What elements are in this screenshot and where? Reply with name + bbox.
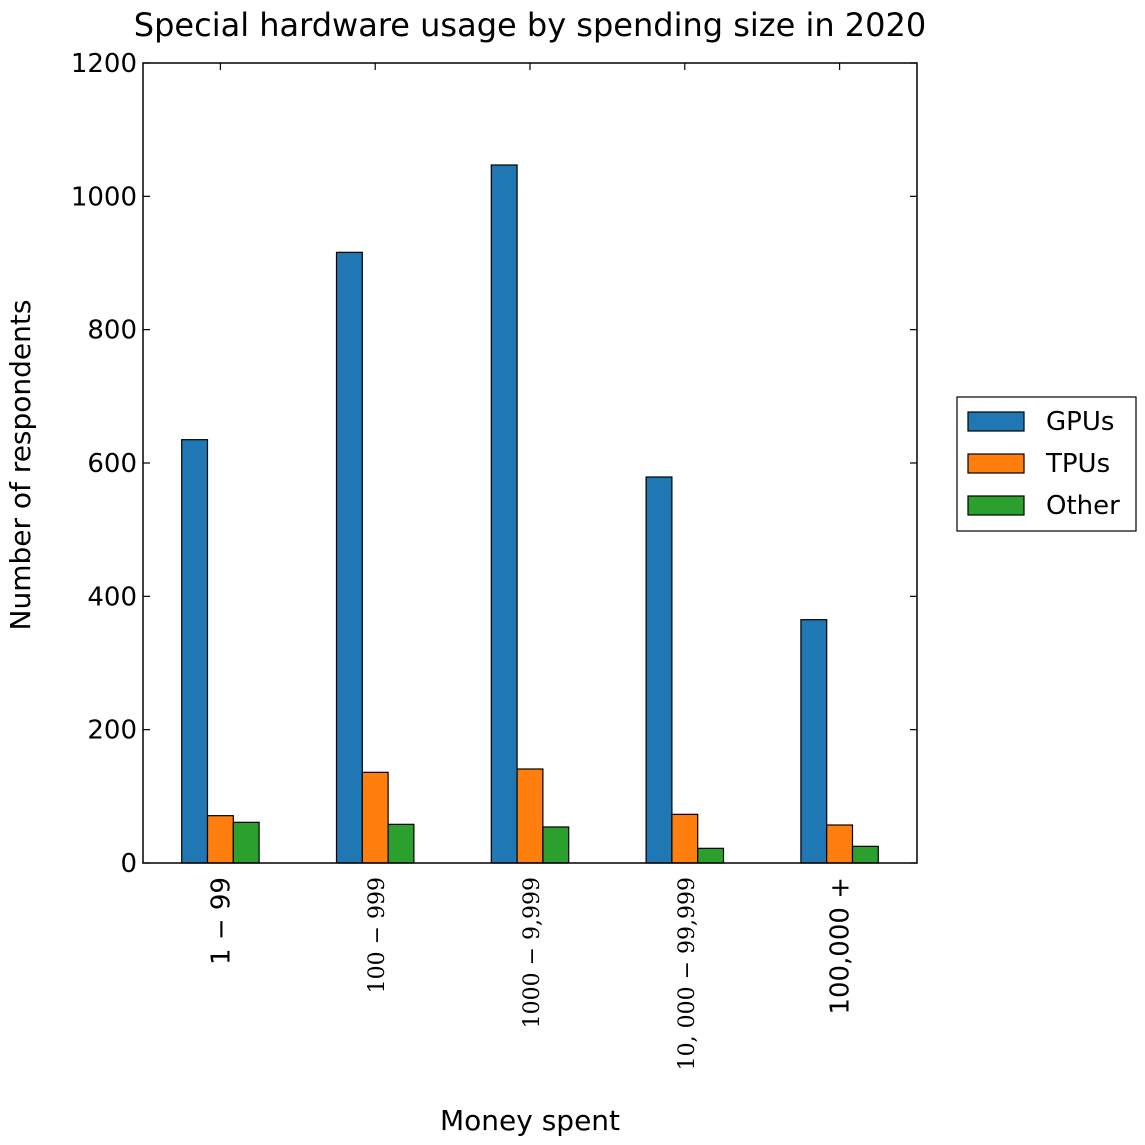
chart-title: Special hardware usage by spending size … bbox=[134, 6, 926, 44]
legend-swatch-tpus bbox=[967, 453, 1025, 474]
bar-other-4 bbox=[851, 845, 879, 864]
y-tick-label: 0 bbox=[120, 849, 137, 879]
bar-gpus-2 bbox=[490, 164, 518, 864]
bar-gpus-1 bbox=[335, 251, 363, 864]
bar-other-3 bbox=[697, 847, 725, 864]
y-tick-label: 1000 bbox=[71, 182, 137, 212]
legend-swatch-gpus bbox=[967, 411, 1025, 432]
bar-other-1 bbox=[387, 823, 415, 864]
x-tick-label: 10, 000 − 99,999 bbox=[675, 877, 700, 1070]
x-axis-ticks: 1 − 99 100 − 999 1000 − 9,999 10, 000 − 99,… bbox=[206, 63, 856, 1070]
bar-gpus-0 bbox=[181, 439, 209, 864]
y-tick-label: 200 bbox=[87, 716, 137, 746]
bar-tpus-0 bbox=[206, 815, 234, 864]
x-tick-label: 100,000 + bbox=[826, 877, 856, 1015]
bar-tpus-4 bbox=[826, 824, 854, 864]
bar-series bbox=[181, 164, 879, 864]
bar-gpus-3 bbox=[645, 476, 673, 864]
y-tick-label: 1200 bbox=[71, 49, 137, 79]
x-tick-label: 100 − 999 bbox=[365, 877, 390, 993]
y-tick-label: 600 bbox=[87, 449, 137, 479]
y-tick-label: 400 bbox=[87, 582, 137, 612]
legend-label-tpus: TPUs bbox=[1045, 449, 1110, 479]
y-axis-label: Number of respondents bbox=[4, 300, 37, 631]
bar-other-2 bbox=[542, 826, 570, 864]
legend-label-other: Other bbox=[1046, 491, 1120, 521]
bar-tpus-3 bbox=[671, 813, 699, 864]
bar-gpus-4 bbox=[800, 619, 828, 864]
x-tick-label: 1 − 99 bbox=[206, 877, 236, 965]
y-tick-label: 800 bbox=[87, 316, 137, 346]
bar-tpus-2 bbox=[516, 768, 544, 864]
x-tick-label: 1000 − 9,999 bbox=[520, 877, 545, 1028]
bar-tpus-1 bbox=[361, 771, 389, 864]
legend-label-gpus: GPUs bbox=[1046, 407, 1114, 437]
legend: GPUs TPUs Other bbox=[956, 396, 1137, 532]
plot-frame bbox=[142, 62, 918, 864]
legend-swatch-other bbox=[967, 495, 1025, 516]
bar-other-0 bbox=[232, 821, 260, 864]
x-axis-label: Money spent bbox=[440, 1104, 620, 1137]
y-axis-ticks: 0 200 400 600 800 1000 1200 bbox=[71, 49, 917, 879]
